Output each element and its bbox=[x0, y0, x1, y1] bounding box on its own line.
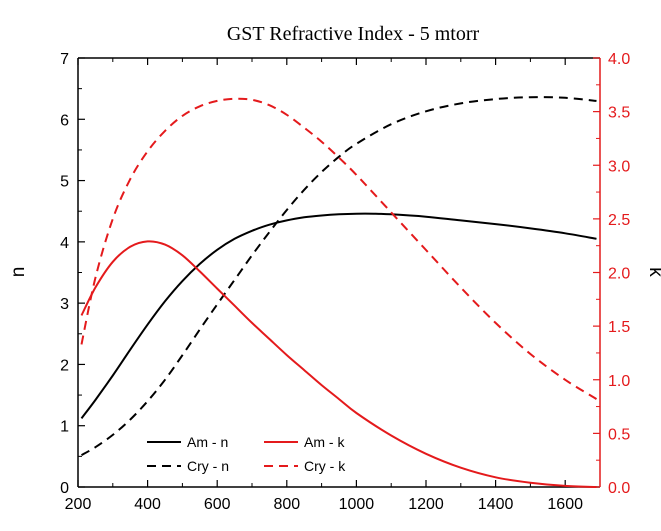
x-tick-label: 800 bbox=[273, 496, 300, 513]
y-tick-label: 6 bbox=[60, 112, 69, 129]
y2-tick-label: 2.5 bbox=[608, 212, 630, 229]
x-tick-label: 200 bbox=[65, 496, 92, 513]
x-tick-label: 400 bbox=[134, 496, 161, 513]
y2-tick-label: 0.5 bbox=[608, 426, 630, 443]
series-layer bbox=[80, 96, 598, 488]
series-line-cry-k bbox=[80, 97, 598, 400]
y2-tick-label: 1.5 bbox=[608, 319, 630, 336]
y-tick-label: 3 bbox=[60, 296, 69, 313]
y-tick-label: 7 bbox=[60, 51, 69, 68]
y-tick-label: 5 bbox=[60, 174, 69, 191]
y-tick-label: 2 bbox=[60, 357, 69, 374]
y-tick-label: 1 bbox=[60, 419, 69, 436]
chart-title: GST Refractive Index - 5 mtorr bbox=[227, 23, 480, 45]
y2-tick-label: 3.5 bbox=[608, 105, 630, 122]
y-tick-label: 4 bbox=[60, 235, 69, 252]
legend: Am - n Cry - n Am - k Cry - k bbox=[147, 434, 346, 474]
y2-tick-label: 1.0 bbox=[608, 373, 630, 390]
legend-label-cry-n: Cry - n bbox=[187, 458, 229, 474]
legend-label-cry-k: Cry - k bbox=[304, 458, 346, 474]
y2-tick-label: 4.0 bbox=[608, 51, 630, 68]
y2-tick-label: 2.0 bbox=[608, 266, 630, 283]
legend-label-am-k: Am - k bbox=[304, 434, 345, 450]
series-line-cry-n bbox=[81, 96, 597, 456]
x-tick-label: 1200 bbox=[408, 496, 444, 513]
axes: 200 400 600 800 1000 1200 1400 1600 0 1 2 3 4 5 6 7 0.0 0… bbox=[60, 51, 630, 513]
y-axis-label-right: k bbox=[645, 267, 661, 277]
x-tick-label: 1000 bbox=[339, 496, 375, 513]
x-tick-label: 1400 bbox=[478, 496, 514, 513]
series-line-am-n bbox=[80, 212, 597, 419]
x-tick-label: 1600 bbox=[547, 496, 583, 513]
x-tick-label: 600 bbox=[204, 496, 231, 513]
y-tick-label: 0 bbox=[60, 480, 69, 497]
y2-tick-label: 0.0 bbox=[608, 480, 630, 497]
y-axis-label-left: n bbox=[8, 267, 29, 278]
legend-label-am-n: Am - n bbox=[187, 434, 228, 450]
series-line-am-k bbox=[80, 240, 597, 488]
y2-tick-label: 3.0 bbox=[608, 158, 630, 175]
